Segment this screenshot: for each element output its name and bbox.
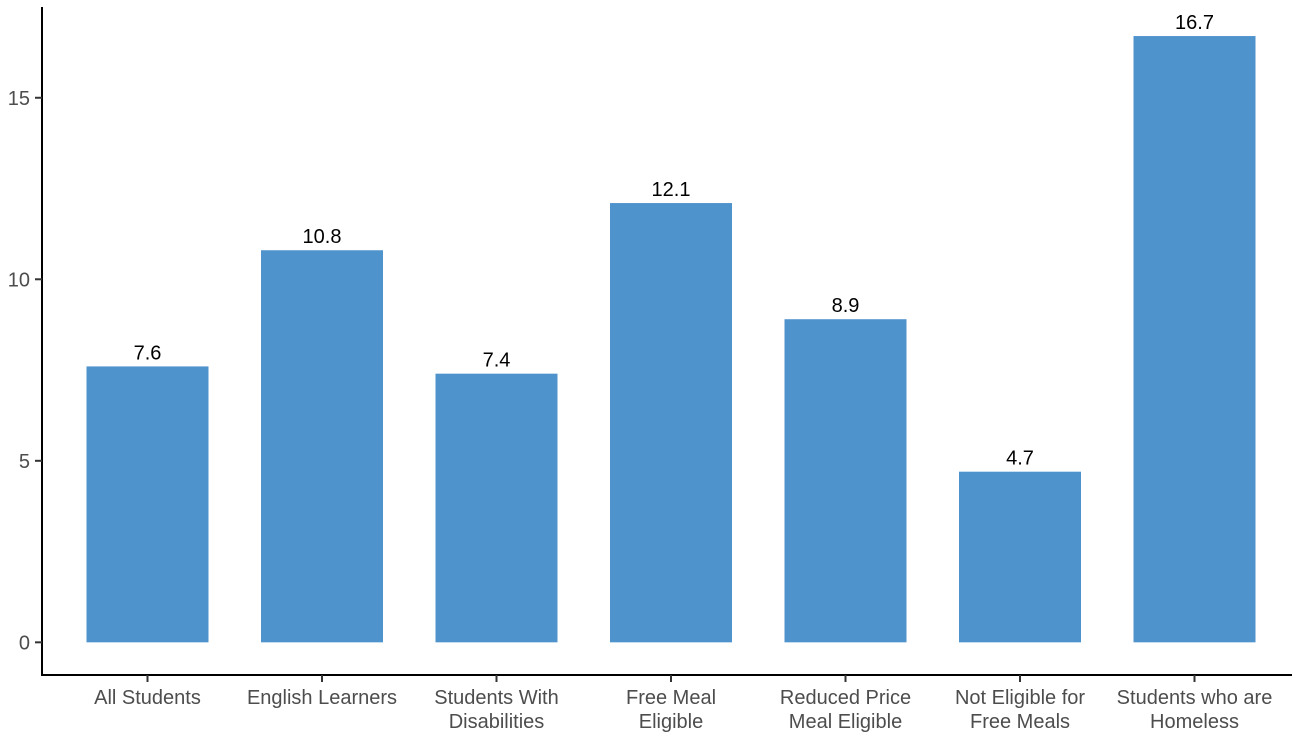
bar-2 [435,373,558,643]
x-tick-label-3-line-1: Eligible [639,711,703,733]
x-tick-label-2: Students With Disabilities [434,687,559,733]
data-label-5: 4.7 [1006,448,1034,470]
bar-1 [261,250,383,643]
data-label-3: 12.1 [652,179,691,201]
data-labels-layer: 7.6 10.8 7.4 12.1 8.9 4.7 16.7 [134,12,1214,470]
x-tick-label-1: English Learners [247,687,397,709]
x-tick-label-2-line-0: Students With [434,687,559,709]
y-tick-label-3: 15 [8,88,30,110]
x-tick-label-3: Free Meal Eligible [626,687,716,733]
bars-layer [86,36,1256,643]
data-label-1: 10.8 [303,226,342,248]
bar-3 [610,203,732,643]
bar-6 [1133,36,1256,643]
x-tick-label-6-line-1: Homeless [1150,711,1239,733]
x-tick-label-2-line-1: Disabilities [449,711,545,733]
x-tick-label-3-line-0: Free Meal [626,687,716,709]
axes-layer: 0 5 10 15 All Students English Learners Studen… [8,7,1292,733]
x-tick-label-4: Reduced Price Meal Eligible [780,687,911,733]
bar-5 [959,471,1081,643]
data-label-6: 16.7 [1175,12,1214,34]
x-tick-label-6-line-0: Students who are [1117,687,1273,709]
x-tick-label-4-line-0: Reduced Price [780,687,911,709]
bar-0 [86,366,209,643]
data-label-2: 7.4 [483,350,511,372]
y-tick-label-2: 10 [8,269,30,291]
y-tick-label-1: 5 [19,451,30,473]
y-tick-label-0: 0 [19,632,30,654]
x-tick-label-0: All Students [94,687,201,709]
x-tick-label-0-line-0: All Students [94,687,201,709]
x-tick-label-5-line-1: Free Meals [970,711,1070,733]
data-label-4: 8.9 [832,295,860,317]
x-tick-label-1-line-0: English Learners [247,687,397,709]
x-tick-label-6: Students who are Homeless [1117,687,1273,733]
x-tick-label-4-line-1: Meal Eligible [789,711,902,733]
data-label-0: 7.6 [134,342,162,364]
x-tick-label-5-line-0: Not Eligible for [955,687,1085,709]
bar-4 [784,319,907,643]
x-tick-label-5: Not Eligible for Free Meals [955,687,1085,733]
